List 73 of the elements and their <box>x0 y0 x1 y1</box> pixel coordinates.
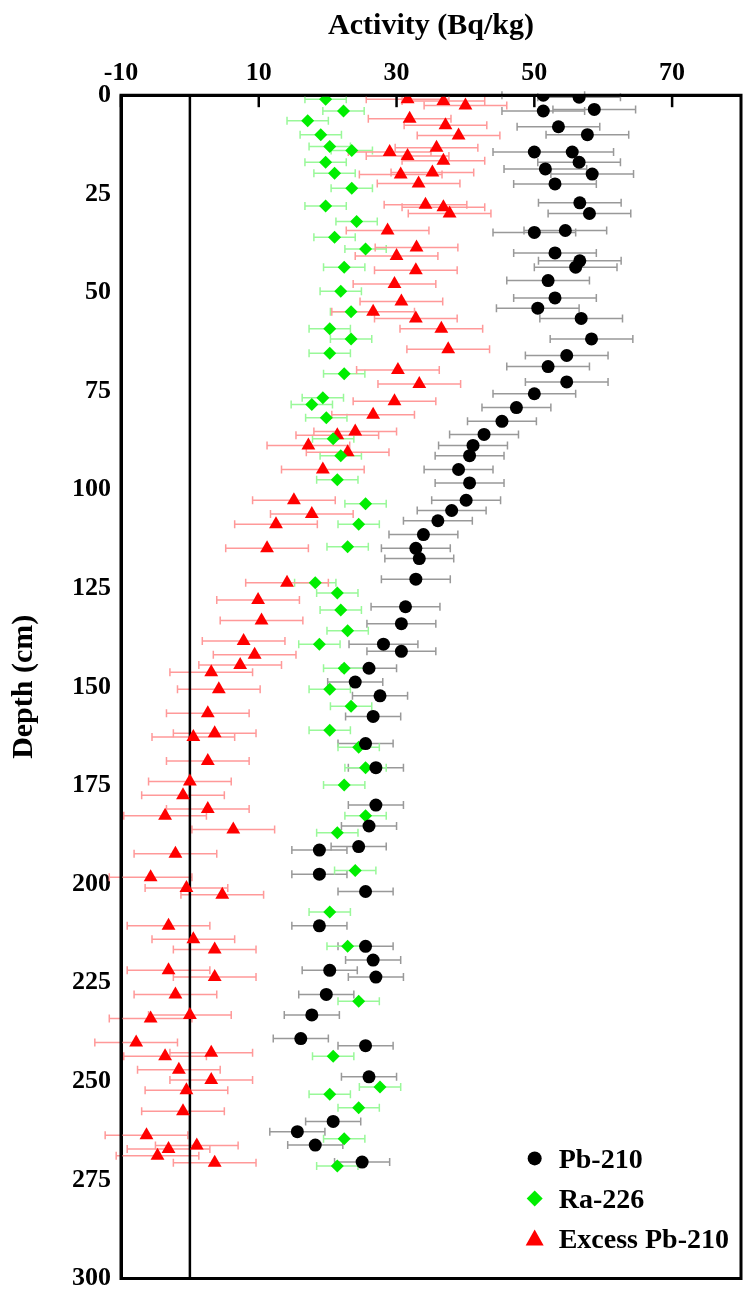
x-axis-title: Activity (Bq/kg) <box>328 6 534 41</box>
point <box>301 114 315 128</box>
y-tick-label: 25 <box>85 177 111 207</box>
point <box>344 332 358 346</box>
y-tick-label: 225 <box>72 966 111 996</box>
point <box>344 305 358 319</box>
point <box>312 637 326 651</box>
point <box>308 576 322 590</box>
legend-label: Excess Pb-210 <box>558 1222 729 1254</box>
point <box>337 778 351 792</box>
point <box>314 128 328 142</box>
point <box>348 864 362 878</box>
y-tick-label: 150 <box>72 670 111 700</box>
point <box>341 624 355 638</box>
point <box>330 473 344 487</box>
point <box>319 411 333 425</box>
point <box>330 1159 344 1173</box>
point <box>323 322 337 336</box>
point <box>326 1049 340 1063</box>
x-tick-label: 70 <box>659 57 686 87</box>
y-axis-title: Depth (cm) <box>4 614 39 759</box>
point <box>323 139 337 153</box>
point <box>359 809 373 823</box>
point <box>319 95 333 106</box>
y-tick-label: 275 <box>72 1163 111 1193</box>
point <box>334 449 348 463</box>
point <box>305 397 319 411</box>
point <box>345 181 359 195</box>
point <box>319 155 333 169</box>
point <box>323 346 337 360</box>
x-tick-label: 30 <box>383 57 410 87</box>
point <box>328 230 342 244</box>
point <box>323 723 337 737</box>
point <box>334 284 348 298</box>
x-tick-label: 50 <box>521 57 548 87</box>
point <box>326 432 340 446</box>
point <box>323 682 337 696</box>
point <box>337 367 351 381</box>
point <box>344 699 358 713</box>
y-tick-label: 75 <box>85 374 111 404</box>
legend-label: Ra-226 <box>558 1182 645 1214</box>
point <box>323 1087 337 1101</box>
point <box>334 603 348 617</box>
y-tick-label: 50 <box>85 276 111 306</box>
point <box>341 540 355 554</box>
y-tick-label: 200 <box>72 867 111 897</box>
point <box>352 517 366 531</box>
point <box>337 661 351 675</box>
point <box>350 214 364 228</box>
point <box>330 586 344 600</box>
y-tick-label: 0 <box>98 78 111 108</box>
y-tick-label: 100 <box>72 473 111 503</box>
y-tick-label: 125 <box>72 571 111 601</box>
point <box>352 994 366 1008</box>
point <box>337 1132 351 1146</box>
point <box>359 497 373 511</box>
x-tick-label: 10 <box>245 57 272 87</box>
y-tick-label: 175 <box>72 769 111 799</box>
y-tick-label: 300 <box>72 1262 111 1292</box>
point <box>337 260 351 274</box>
point <box>337 104 351 118</box>
point <box>352 1101 366 1115</box>
point <box>373 1080 387 1094</box>
legend-label: Pb-210 <box>558 1142 643 1174</box>
point <box>341 939 355 953</box>
y-tick-label: 250 <box>72 1064 111 1094</box>
point <box>330 826 344 840</box>
point <box>316 391 330 405</box>
point <box>328 166 342 180</box>
point <box>359 242 373 256</box>
point <box>323 905 337 919</box>
point <box>345 143 359 157</box>
point <box>319 199 333 213</box>
